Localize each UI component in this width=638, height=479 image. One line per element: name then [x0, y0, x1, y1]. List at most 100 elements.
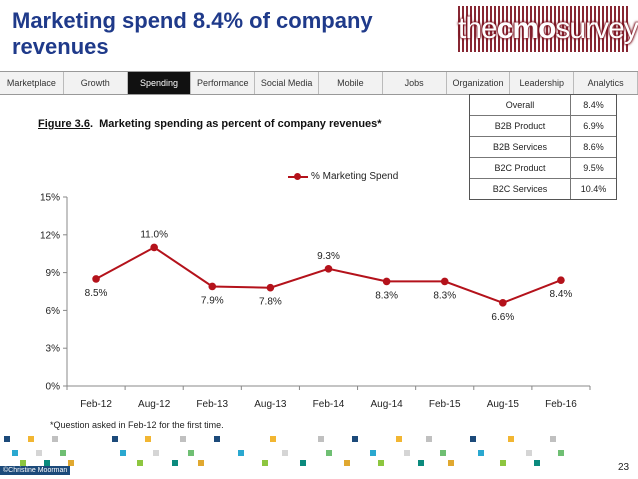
decorative-square: [508, 436, 514, 442]
tab-analytics[interactable]: Analytics: [574, 72, 638, 94]
decorative-square: [68, 460, 74, 466]
decorative-square: [344, 460, 350, 466]
data-point: [440, 277, 449, 286]
section-nav: Marketplace Growth Spending Performance Soci…: [0, 71, 638, 95]
decorative-square: [145, 436, 151, 442]
legend-label: % Marketing Spend: [311, 171, 399, 182]
decorative-square: [214, 436, 220, 442]
y-tick-label: 6%: [46, 306, 61, 317]
decorative-square: [52, 436, 58, 442]
x-tick-label: Aug-14: [370, 399, 403, 410]
footnote: *Question asked in Feb-12 for the first …: [50, 420, 224, 430]
summary-row: B2B Services 8.6%: [470, 137, 616, 158]
data-label: 8.4%: [550, 289, 573, 300]
data-point: [557, 276, 565, 284]
tab-jobs[interactable]: Jobs: [383, 72, 447, 94]
decorative-square: [4, 436, 10, 442]
y-tick-label: 12%: [40, 230, 60, 241]
figure-caption: Figure 3.6. Marketing spending as percen…: [38, 118, 382, 130]
tab-performance[interactable]: Performance: [191, 72, 256, 94]
chart-legend: % Marketing Spend: [288, 171, 398, 182]
y-tick-label: 15%: [40, 193, 60, 204]
logo-wordmark: thecmosurvey: [458, 12, 638, 45]
decorative-square: [198, 460, 204, 466]
data-label: 8.3%: [375, 290, 398, 301]
x-tick-label: Aug-13: [254, 399, 287, 410]
data-point: [266, 283, 275, 292]
tab-spending[interactable]: Spending: [127, 72, 192, 94]
decorative-square: [558, 450, 564, 456]
decorative-square: [238, 450, 244, 456]
summary-label: B2B Product: [470, 116, 571, 136]
summary-value: 8.4%: [583, 100, 604, 110]
decorative-square: [20, 460, 26, 466]
decorative-square: [470, 436, 476, 442]
decorative-square: [526, 450, 532, 456]
decorative-square: [370, 450, 376, 456]
decorative-square: [550, 436, 556, 442]
tab-marketplace[interactable]: Marketplace: [0, 72, 64, 94]
decorative-square: [270, 436, 276, 442]
summary-value: 6.9%: [583, 121, 604, 131]
decorative-square: [188, 450, 194, 456]
data-label: 11.0%: [140, 229, 168, 240]
data-label: 7.9%: [201, 295, 224, 306]
decorative-square: [12, 450, 18, 456]
summary-label: Overall: [470, 95, 571, 115]
decorative-square: [318, 436, 324, 442]
y-tick-label: 0%: [46, 382, 61, 393]
data-point: [150, 243, 158, 252]
data-point: [382, 277, 391, 286]
tab-mobile[interactable]: Mobile: [319, 72, 383, 94]
tab-growth[interactable]: Growth: [64, 72, 128, 94]
decorative-square: [153, 450, 159, 456]
summary-label: B2C Product: [470, 158, 571, 178]
summary-value: 9.5%: [583, 163, 604, 173]
decorative-square: [418, 460, 424, 466]
decorative-square: [478, 450, 484, 456]
decorative-square: [112, 436, 118, 442]
x-tick-label: Feb-14: [313, 399, 345, 410]
decorative-square: [172, 460, 178, 466]
tab-leadership[interactable]: Leadership: [510, 72, 575, 94]
decorative-squares: [4, 436, 564, 466]
decorative-square: [120, 450, 126, 456]
decorative-square: [440, 450, 446, 456]
decorative-square: [378, 460, 384, 466]
decorative-square: [44, 460, 50, 466]
data-label: 8.5%: [85, 288, 108, 299]
decorative-square: [326, 450, 332, 456]
summary-value: 10.4%: [580, 184, 607, 194]
data-point: [499, 299, 507, 307]
logo-stripes: [458, 6, 630, 52]
figure-number: Figure 3.6: [38, 118, 90, 130]
summary-row: B2B Product 6.9%: [470, 116, 616, 137]
decorative-square: [534, 460, 540, 466]
decorative-square: [396, 436, 402, 442]
summary-label: B2B Services: [470, 137, 571, 157]
summary-value: 8.6%: [583, 142, 604, 152]
page-title: Marketing spend 8.4% of company revenues: [12, 8, 373, 59]
tab-organization[interactable]: Organization: [447, 72, 511, 94]
decorative-square: [426, 436, 432, 442]
summary-row: B2C Services 10.4%: [470, 179, 616, 199]
x-tick-label: Feb-13: [196, 399, 228, 410]
legend-swatch: [288, 172, 308, 181]
tab-social-media[interactable]: Social Media: [255, 72, 319, 94]
decorative-square: [28, 436, 34, 442]
copyright-credit: ©Christine Moorman: [0, 466, 71, 475]
summary-row: Overall 8.4%: [470, 95, 616, 116]
x-tick-label: Aug-15: [487, 399, 520, 410]
data-label: 6.6%: [491, 312, 514, 323]
decorative-square: [282, 450, 288, 456]
y-tick-label: 3%: [46, 344, 61, 355]
data-label: 8.3%: [433, 290, 456, 301]
summary-row: B2C Product 9.5%: [470, 158, 616, 179]
decorative-square: [448, 460, 454, 466]
decorative-square: [500, 460, 506, 466]
figure-caption-text: Marketing spending as percent of company…: [99, 118, 382, 130]
x-tick-label: Feb-12: [80, 399, 112, 410]
decorative-square: [404, 450, 410, 456]
decorative-square: [137, 460, 143, 466]
